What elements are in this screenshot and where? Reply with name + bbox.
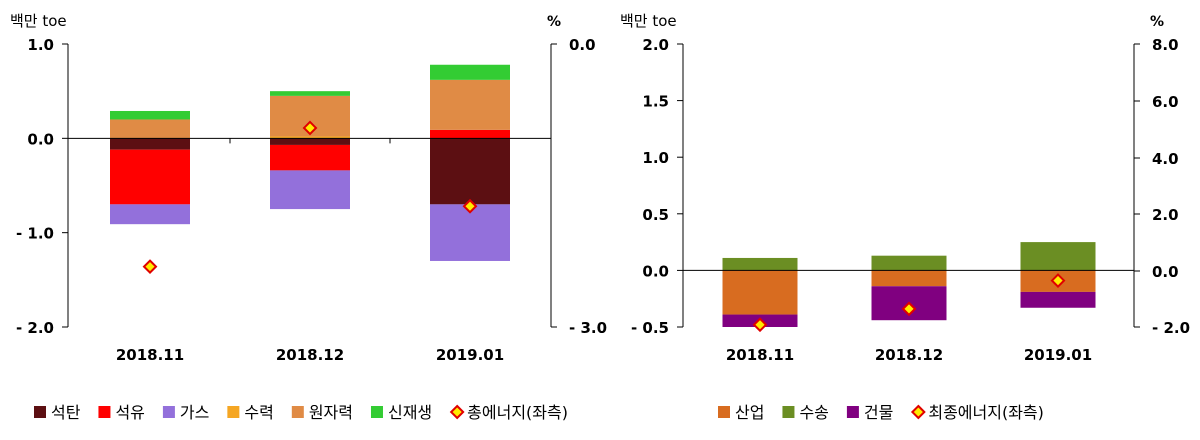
- bar-segment: [1020, 242, 1096, 271]
- x-tick-label: 2019.01: [1024, 346, 1092, 364]
- y-left-tick-label: - 2.0: [16, 319, 54, 337]
- y-right-tick-label: 6.0: [1152, 93, 1179, 111]
- energy-source-chart: 백만 toe % 1.0 0.0 - 1.0 - 2.0 0.0 - 3.0 2018.11 20…: [10, 12, 607, 364]
- x-tick-label: 2019.01: [436, 346, 504, 364]
- legend-label: 수력: [244, 403, 273, 422]
- legend-swatch: [846, 406, 859, 418]
- x-tick-label: 2018.11: [116, 346, 184, 364]
- energy-sector-legend: 산업 수송 건물 최종에너지(좌측): [718, 403, 1044, 422]
- legend-label: 산업: [735, 403, 764, 422]
- bar-segment: [1020, 291, 1096, 308]
- y-right-tick-label: 8.0: [1152, 36, 1179, 54]
- bar-segment: [270, 138, 350, 145]
- legend-swatch: [34, 406, 46, 418]
- bar-segment: [722, 270, 798, 315]
- bar-segment: [110, 204, 190, 225]
- legend-marker-swatch: [910, 404, 926, 420]
- bar-segment: [270, 170, 350, 210]
- legend-swatch: [162, 406, 175, 418]
- bar-segment: [430, 79, 510, 130]
- legend-swatch: [291, 406, 304, 418]
- bar-segment: [871, 255, 947, 271]
- legend-label: 원자력: [309, 403, 353, 422]
- bar-segment: [430, 204, 510, 261]
- y-left-unit-label: 백만 toe: [10, 12, 67, 30]
- bar-segment: [430, 129, 510, 139]
- total-energy-marker: [901, 301, 917, 317]
- bar-segment: [270, 91, 350, 96]
- bar-segment: [270, 144, 350, 171]
- legend-label: 건물: [864, 403, 893, 422]
- y-left-tick-label: 0.0: [27, 130, 54, 148]
- x-tick-label: 2018.12: [875, 346, 943, 364]
- legend-label: 신재생: [388, 403, 432, 422]
- y-right-unit-label: %: [1150, 14, 1164, 30]
- legend-swatch: [370, 406, 383, 418]
- y-right-tick-label: 2.0: [1152, 206, 1179, 224]
- y-right-tick-label: 0.0: [569, 36, 596, 54]
- y-left-tick-label: - 1.0: [16, 225, 54, 243]
- legend-swatch: [227, 406, 240, 418]
- y-left-tick-label: - 0.5: [631, 319, 669, 337]
- y-left-tick-label: 0.5: [642, 206, 669, 224]
- y-right-unit-label: %: [547, 14, 561, 30]
- bar-segment: [871, 270, 947, 287]
- bar-segment: [110, 119, 190, 139]
- x-tick-label: 2018.12: [276, 346, 344, 364]
- total-energy-marker: [142, 259, 158, 275]
- total-energy-marker: [302, 120, 318, 136]
- total-energy-marker: [752, 317, 768, 333]
- y-left-tick-label: 2.0: [642, 36, 669, 54]
- x-tick-label: 2018.11: [726, 346, 794, 364]
- bar-segment: [722, 257, 798, 271]
- bar-segment: [110, 149, 190, 205]
- bar-segment: [430, 138, 510, 205]
- legend-label: 가스: [180, 403, 209, 422]
- y-left-tick-label: 1.5: [642, 93, 669, 111]
- legend-label: 최종에너지(좌측): [928, 403, 1044, 422]
- bar-segment: [110, 110, 190, 120]
- y-left-tick-label: 0.0: [642, 262, 669, 280]
- legend-label: 석탄: [51, 403, 81, 422]
- y-right-tick-label: - 2.0: [1152, 319, 1190, 337]
- legend-label: 수송: [799, 403, 828, 422]
- y-left-tick-label: 1.0: [642, 149, 669, 167]
- energy-source-legend: 석탄 석유 가스 수력 원자력 신재생 총에너지(좌측): [34, 403, 568, 422]
- bar-segment: [270, 136, 350, 139]
- legend-marker-swatch: [449, 404, 465, 420]
- bar-segment: [110, 138, 190, 150]
- y-left-tick-label: 1.0: [27, 36, 54, 54]
- y-right-tick-label: - 3.0: [569, 319, 607, 337]
- y-right-tick-label: 4.0: [1152, 150, 1179, 168]
- total-energy-marker: [462, 198, 478, 214]
- legend-swatch: [98, 406, 111, 418]
- bar-segment: [430, 64, 510, 80]
- total-energy-marker: [1050, 273, 1066, 289]
- legend-label: 총에너지(좌측): [467, 403, 568, 422]
- y-right-tick-label: 0.0: [1152, 263, 1179, 281]
- legend-swatch: [718, 406, 730, 418]
- legend-swatch: [782, 406, 795, 418]
- y-left-unit-label: 백만 toe: [620, 12, 677, 30]
- energy-sector-chart: 백만 toe % 2.0 1.5 1.0 0.5 0.0 - 0.5 8.0 6.0 4.0 2.0 0…: [620, 12, 1190, 364]
- legend-label: 석유: [115, 403, 144, 422]
